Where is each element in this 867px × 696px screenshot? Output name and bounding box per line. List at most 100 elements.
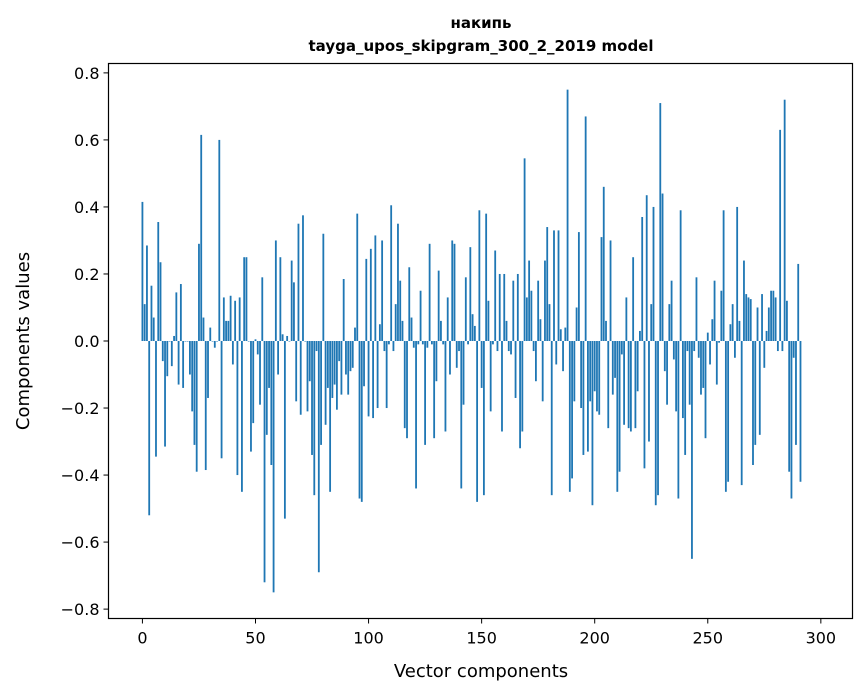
bar-288 [792,341,795,358]
x-tick-label: 250 [692,629,723,648]
bar-270 [752,341,754,465]
bar-156 [494,250,497,341]
bar-83 [329,341,332,492]
bar-189 [568,341,571,492]
bar-34 [218,139,221,341]
bar-63 [283,341,286,519]
bar-124 [421,341,424,345]
bar-16 [177,341,180,385]
bar-53 [261,277,264,341]
bar-129 [433,341,436,439]
bar-196 [584,116,587,341]
bar-36 [222,297,225,341]
bar-104 [376,341,379,409]
bar-42 [236,341,239,476]
bar-1 [143,304,146,341]
bar-258 [724,341,727,492]
bar-139 [455,341,458,368]
bar-254 [715,341,718,385]
bar-48 [250,341,252,452]
bar-246 [697,341,700,358]
bar-39 [229,295,232,341]
bar-2 [146,245,148,341]
bar-43 [238,297,241,341]
bar-147 [473,325,476,341]
bar-45 [243,257,246,341]
bar-82 [326,341,329,388]
bar-46 [245,257,248,341]
bar-249 [704,341,707,439]
bar-276 [765,330,768,341]
bar-41 [234,300,237,341]
plot-frame [107,62,854,620]
x-tick-label: 200 [579,629,610,648]
y-tick-label: −0.2 [61,399,100,418]
chart-title-line2: tayga_upos_skipgram_300_2_2019 model [309,37,654,55]
bar-221 [641,217,644,341]
bar-88 [340,341,343,395]
bar-250 [706,332,709,341]
bar-273 [758,341,761,435]
bar-266 [743,260,745,341]
bar-140 [458,341,460,352]
bar-159 [501,341,503,432]
bar-223 [645,195,648,341]
bar-206 [607,341,610,429]
bar-111 [392,341,395,352]
bar-78 [317,341,320,573]
bar-114 [399,280,402,341]
bar-242 [688,341,691,405]
y-tick-label: 0.0 [74,332,99,351]
bar-195 [582,341,585,455]
bar-208 [611,341,614,395]
bar-101 [369,248,372,341]
bar-176 [539,319,542,341]
x-axis-label: Vector components [394,661,568,682]
bar-185 [559,329,562,341]
bar-286 [788,341,791,472]
bar-80 [322,233,325,341]
bar-207 [609,240,612,341]
bar-171 [528,260,531,341]
bar-256 [720,290,723,341]
bar-91 [347,341,350,395]
bar-161 [505,320,508,341]
bar-67 [293,282,295,341]
bar-54 [263,341,266,583]
bar-79 [320,341,322,445]
bar-58 [272,341,275,593]
bar-113 [397,223,399,341]
bar-65 [288,341,291,342]
bar-4 [150,285,153,341]
bar-0 [141,201,144,341]
bar-9 [161,341,164,362]
bar-248 [702,341,705,388]
bar-228 [657,341,659,496]
bar-134 [444,341,447,432]
bar-115 [401,320,404,341]
bar-166 [516,273,519,341]
bar-110 [390,205,393,341]
bar-68 [295,341,298,402]
bar-261 [731,304,734,341]
bar-192 [575,307,578,341]
bar-146 [471,314,474,341]
bar-247 [700,341,702,395]
bar-125 [424,341,426,445]
bar-245 [695,277,698,341]
bar-14 [173,335,175,341]
bar-64 [286,335,289,341]
bar-106 [381,240,384,341]
bar-209 [614,341,616,378]
bar-24 [195,341,198,472]
bar-225 [650,304,653,341]
bar-6 [155,341,157,457]
bar-22 [191,341,194,412]
bar-285 [786,300,788,341]
bar-31 [211,341,214,342]
x-tick-label: 50 [245,629,265,648]
bar-238 [679,210,682,341]
bar-5 [152,317,155,341]
bar-260 [729,324,732,341]
bar-155 [492,341,494,345]
